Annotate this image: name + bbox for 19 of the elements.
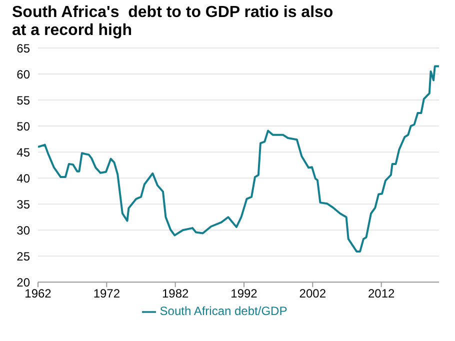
- x-tick-label: 2002: [299, 286, 326, 301]
- x-tick-label: 1982: [162, 286, 189, 301]
- y-tick-label: 25: [16, 249, 30, 264]
- chart-title: South Africa's debt to to GDP ratio is also at a record high: [12, 4, 334, 40]
- x-tick-label: 2012: [368, 286, 395, 301]
- x-tick-label: 1962: [24, 286, 52, 301]
- y-tick-label: 20: [16, 275, 30, 290]
- y-tick-label: 35: [16, 197, 30, 212]
- y-tick-label: 40: [16, 171, 30, 186]
- y-tick-label: 55: [16, 93, 30, 108]
- x-tick-label: 1992: [230, 286, 258, 301]
- y-tick-label: 30: [16, 223, 30, 238]
- y-tick-label: 45: [16, 145, 30, 160]
- y-tick-label: 60: [16, 67, 30, 82]
- legend-label: South African debt/GDP: [160, 304, 288, 318]
- line-series: [38, 65, 439, 252]
- y-tick-label: 65: [16, 41, 30, 56]
- y-tick-label: 50: [16, 119, 30, 134]
- x-tick-label: 1972: [93, 286, 120, 301]
